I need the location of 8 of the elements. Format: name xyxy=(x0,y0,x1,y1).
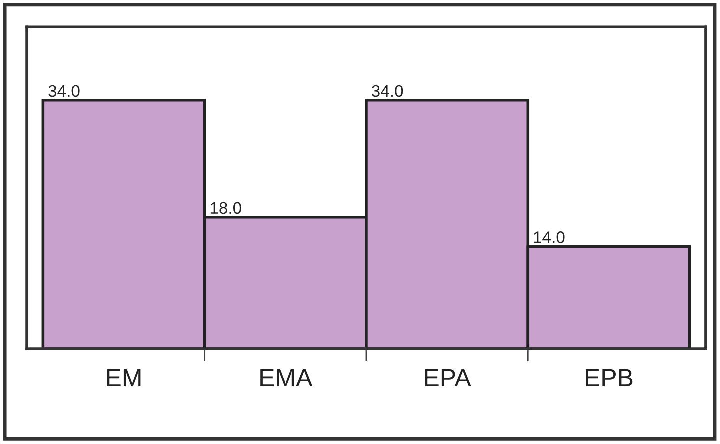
data-label: 34.0 xyxy=(48,85,80,98)
x-tick-label: EPA xyxy=(425,369,472,387)
data-label: 14.0 xyxy=(534,232,565,244)
x-tick-label: EM xyxy=(107,369,141,387)
data-label: 34.0 xyxy=(372,85,404,98)
x-tick-label: EPB xyxy=(586,369,633,387)
data-label: 18.0 xyxy=(210,202,242,214)
x-tick-label: EMA xyxy=(260,369,313,387)
